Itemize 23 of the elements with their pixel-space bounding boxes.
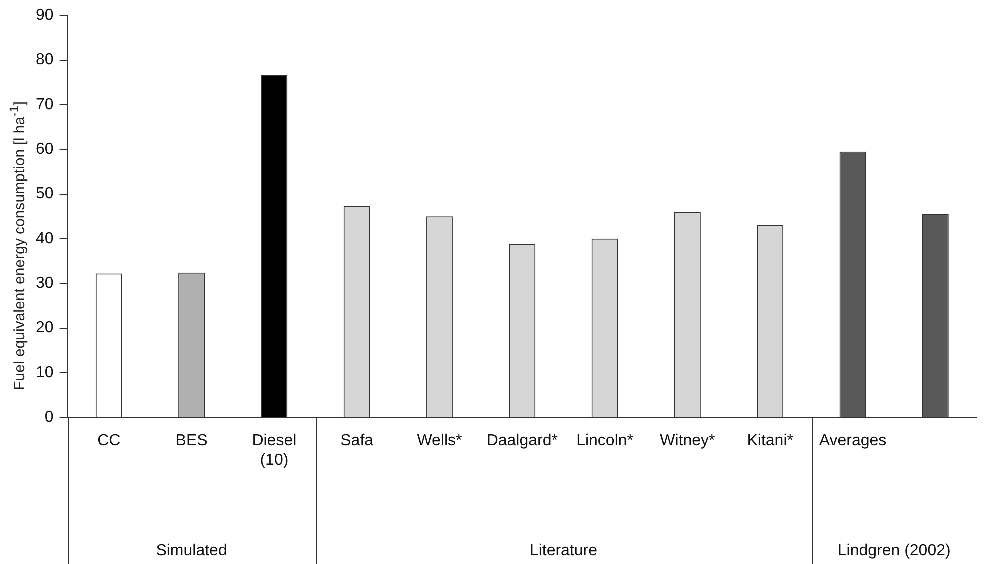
text: Literature [530, 542, 598, 560]
x-tick-label: Lincoln* [576, 432, 634, 450]
x-tick-label: Averages [819, 432, 887, 450]
x-tick-label: Diesel (10) [252, 432, 297, 469]
x-tick-label: BES [176, 432, 208, 450]
y-tick-label: 50 [36, 186, 54, 203]
y-tick-label: 0 [44, 409, 54, 426]
y-tick-label: 40 [36, 230, 54, 248]
x-tick-label: Safa [340, 432, 374, 450]
y-tick-label: 70 [36, 96, 54, 114]
x-tick-label: Daalgard* [486, 432, 558, 450]
x-tick-label: Witney* [660, 432, 716, 450]
text: Simulated [156, 542, 228, 560]
y-tick-label: 90 [36, 7, 54, 24]
y-tick-label: 20 [36, 320, 54, 337]
text: Lindgren (2002) [838, 542, 951, 560]
x-tick-label: CC [98, 432, 121, 450]
y-tick-label: 30 [36, 275, 54, 292]
y-tick-label: 60 [36, 141, 54, 158]
y-tick-label: 80 [36, 52, 54, 69]
x-tick-label: Wells* [417, 432, 462, 450]
y-tick-label: 10 [36, 364, 54, 382]
x-tick-label: Kitani* [747, 432, 794, 450]
